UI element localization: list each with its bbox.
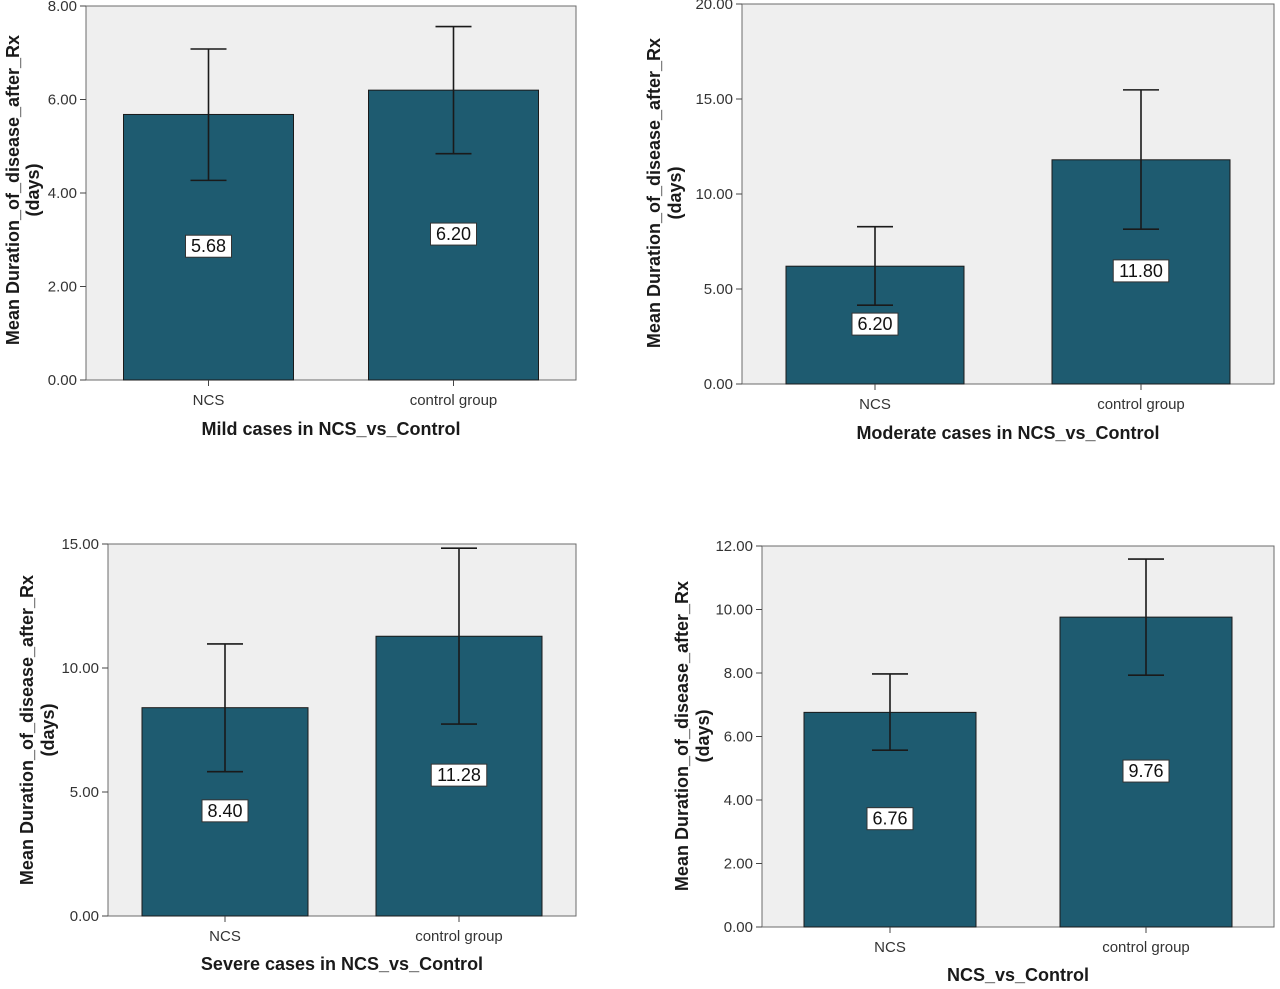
value-label: 8.40 (207, 801, 242, 821)
y-tick-label: 5.00 (70, 784, 99, 801)
y-tick-label: 4.00 (724, 792, 753, 809)
value-label-box (1112, 259, 1170, 283)
y-tick-label: 0.00 (704, 376, 733, 393)
category-label: NCS (859, 396, 891, 413)
y-axis-title: Mean Duration_of_disease_after_Rx (672, 581, 692, 891)
category-label: control group (1102, 939, 1190, 956)
y-tick-label: 0.00 (724, 919, 753, 936)
value-label: 6.76 (872, 809, 907, 829)
x-axis-title: Severe cases in NCS_vs_Control (201, 954, 483, 974)
value-label-box (430, 222, 477, 246)
category-label: control group (415, 928, 503, 945)
x-axis-title: NCS_vs_Control (947, 965, 1089, 985)
y-tick-label: 15.00 (61, 536, 99, 553)
y-tick-label: 10.00 (715, 602, 753, 619)
y-tick-label: 8.00 (48, 0, 77, 15)
y-tick-label: 2.00 (724, 856, 753, 873)
y-axis-title-unit: (days) (693, 709, 713, 762)
category-label: NCS (874, 939, 906, 956)
x-axis-title: Mild cases in NCS_vs_Control (201, 419, 460, 439)
y-tick-label: 15.00 (695, 91, 733, 108)
y-tick-label: 12.00 (715, 538, 753, 555)
y-tick-label: 0.00 (48, 372, 77, 389)
value-label: 11.28 (437, 765, 481, 785)
value-label-box (201, 799, 249, 823)
category-label: control group (410, 392, 498, 409)
y-tick-label: 10.00 (695, 186, 733, 203)
x-axis-title: Moderate cases in NCS_vs_Control (856, 423, 1159, 443)
value-label: 5.68 (191, 236, 226, 256)
y-tick-label: 4.00 (48, 185, 77, 202)
y-tick-label: 6.00 (48, 92, 77, 109)
category-label: NCS (209, 928, 241, 945)
value-label: 9.76 (1128, 761, 1163, 781)
y-axis-title-unit: (days) (23, 163, 43, 216)
chart-panel-1: 0.00 2.00 4.00 6.00 8.00 5.68 NCS 6.20 control g… (3, 0, 577, 439)
y-tick-label: 2.00 (48, 279, 77, 296)
value-label-box (866, 807, 914, 831)
y-tick-label: 0.00 (70, 908, 99, 925)
y-axis-title-unit: (days) (665, 166, 685, 219)
y-axis-title: Mean Duration_of_disease_after_Rx (3, 35, 23, 345)
y-axis-title-unit: (days) (38, 703, 58, 756)
value-label: 6.20 (857, 314, 892, 334)
y-tick-label: 8.00 (724, 665, 753, 682)
category-label: control group (1097, 396, 1185, 413)
chart-panel-2: 0.00 5.00 10.00 15.00 20.00 6.20 NCS 11.80 contr… (644, 0, 1275, 443)
value-label: 11.80 (1119, 261, 1163, 281)
chart-panel-4: 0.00 2.00 4.00 6.00 8.00 10.00 12.00 6.76 NCS 9.7… (672, 538, 1275, 985)
value-label-box (851, 312, 899, 336)
category-label: NCS (193, 392, 225, 409)
value-label-box (185, 234, 232, 258)
value-label: 6.20 (436, 224, 471, 244)
value-label-box (430, 763, 488, 787)
y-axis-title: Mean Duration_of_disease_after_Rx (644, 38, 664, 348)
y-tick-label: 20.00 (695, 0, 733, 13)
y-axis-title: Mean Duration_of_disease_after_Rx (17, 575, 37, 885)
y-tick-label: 6.00 (724, 729, 753, 746)
y-tick-label: 10.00 (61, 660, 99, 677)
chart-panel-3: 0.00 5.00 10.00 15.00 8.40 NCS 11.28 control gr… (17, 536, 577, 974)
y-tick-label: 5.00 (704, 281, 733, 298)
value-label-box (1122, 759, 1170, 783)
